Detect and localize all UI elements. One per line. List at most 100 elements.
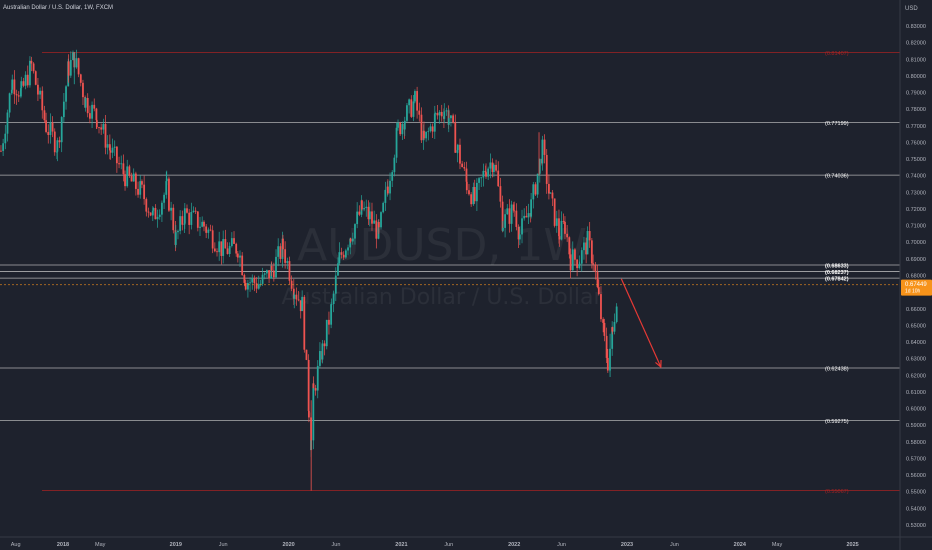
price-tick-label: 0.74000 [906, 174, 926, 180]
chart-title: Australian Dollar / U.S. Dollar, 1W, FXC… [3, 5, 113, 11]
price-tick-label: 0.71000 [906, 224, 926, 230]
candle-body [284, 249, 287, 263]
time-tick-label: 2021 [395, 542, 407, 548]
candle-body [95, 120, 98, 128]
candle-body [501, 201, 504, 231]
candle-body [312, 383, 315, 389]
candle-body [128, 166, 131, 176]
candle-body [137, 188, 139, 195]
price-axis-panel[interactable] [900, 0, 932, 550]
candle-body [58, 140, 61, 143]
candle-body [277, 246, 280, 257]
candle-body [293, 294, 296, 299]
current-price-badge-bg [901, 279, 932, 296]
candle-body [342, 254, 345, 258]
candle-body [288, 261, 291, 281]
candle-body [115, 146, 118, 164]
candle-body [611, 327, 614, 349]
candle-body [199, 226, 201, 228]
candle-body [301, 296, 304, 312]
candle-body [216, 251, 218, 253]
candle-body [523, 215, 526, 219]
candle-body [580, 250, 583, 264]
price-tick-label: 0.56000 [906, 473, 926, 479]
candle-body [177, 230, 179, 233]
candle-body [497, 170, 500, 187]
candle-body [56, 140, 59, 152]
candle-body [122, 163, 125, 175]
candle-body [338, 252, 341, 264]
candle-body [316, 365, 319, 391]
candle-body [308, 410, 310, 418]
candle-body [34, 71, 37, 85]
candle-body [165, 178, 168, 182]
candle-body [363, 208, 365, 210]
candle-body [314, 388, 317, 391]
candle-body [399, 122, 402, 135]
candle-body [416, 91, 419, 111]
candle-body [611, 327, 614, 332]
projection-arrow[interactable] [620, 278, 662, 368]
candle-body [583, 242, 585, 251]
candle-body [192, 210, 195, 212]
candle-body [62, 101, 65, 118]
candle-body [330, 304, 333, 305]
candle-body [564, 221, 566, 234]
time-axis-ticks: Aug 2018 May 2019 Jun 2020 Jun 2021 Jun 2022 Jun 20… [11, 542, 859, 548]
candle-body [553, 198, 556, 226]
candle-body [222, 239, 225, 256]
time-tick-label: 2024 [734, 542, 747, 548]
candle-body [261, 274, 264, 284]
candle-body [174, 232, 177, 245]
level-label: (0.68633) [825, 263, 849, 269]
candle-body [517, 226, 520, 240]
level-label: (0.77199) [825, 121, 849, 127]
candle-body [465, 181, 468, 191]
candle-body [247, 283, 249, 290]
watermark-description: Australian Dollar / U.S. Dollar [282, 285, 604, 310]
candle-body [473, 187, 476, 202]
candle-body [124, 174, 126, 187]
candle-body [330, 304, 333, 325]
candle-body [356, 211, 359, 225]
candle-body [585, 242, 588, 255]
candle-body [558, 236, 561, 240]
candle-body [420, 114, 423, 141]
candle-body [434, 113, 437, 114]
candle-body [29, 60, 31, 86]
time-tick-label: Jun [557, 542, 566, 548]
candle-body [86, 97, 89, 114]
candle-body [154, 207, 157, 220]
candle-body [358, 211, 361, 215]
candle-body [427, 130, 430, 132]
candle-body [484, 170, 487, 173]
level-label: (0.68237) [825, 270, 849, 276]
candle-body [170, 207, 173, 211]
candle-body [312, 383, 315, 441]
price-tick-label: 0.82000 [906, 41, 926, 47]
price-tick-label: 0.80000 [906, 74, 926, 80]
candle-body [37, 84, 39, 95]
candle-body [207, 229, 210, 233]
candle-body [351, 238, 354, 242]
candle-body [196, 211, 199, 228]
candle-body [79, 74, 82, 83]
candle-body [53, 131, 56, 153]
candle-body [201, 221, 204, 227]
candle-body [194, 210, 197, 212]
projection-arrowhead [655, 359, 662, 369]
time-tick-label: May [772, 542, 783, 548]
candle-body [492, 164, 495, 172]
level-label: (0.81407) [825, 51, 849, 57]
price-tick-label: 0.75000 [906, 157, 926, 163]
candle-body [179, 216, 182, 231]
candle-body [549, 192, 552, 194]
candle-body [568, 237, 571, 255]
candle-body [560, 220, 563, 240]
candle-body [382, 202, 385, 213]
candle-body [543, 139, 546, 155]
candle-body [30, 60, 33, 64]
candle-body [106, 144, 109, 148]
price-tick-label: 0.69000 [906, 257, 926, 263]
